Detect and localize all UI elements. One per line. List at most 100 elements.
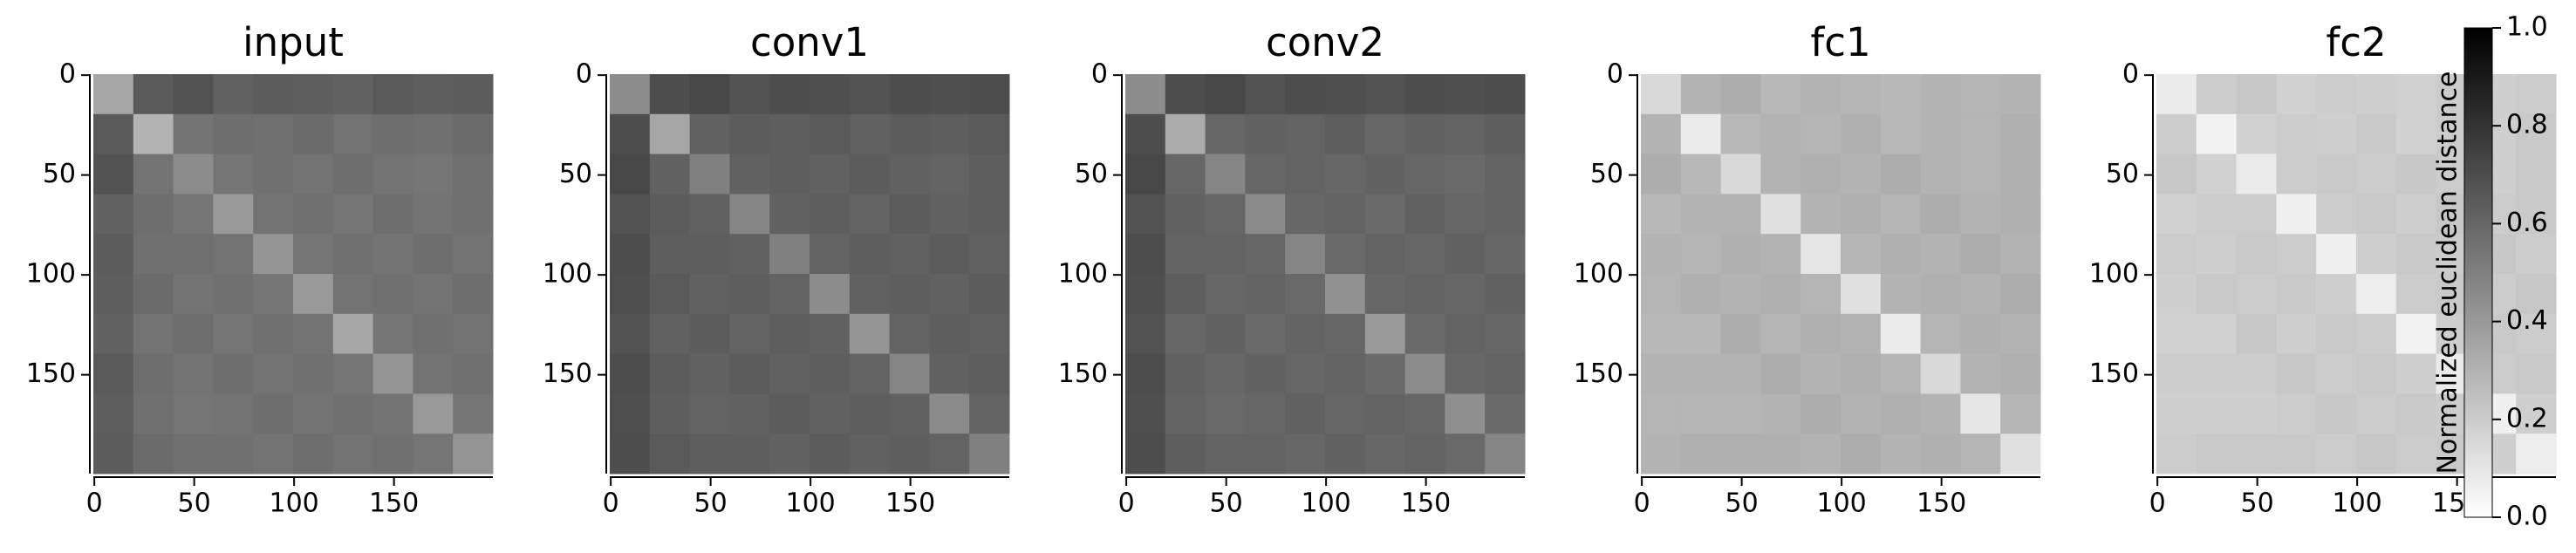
heatmap-cell <box>649 74 691 115</box>
heatmap-cell <box>173 74 214 115</box>
heatmap-cell <box>213 274 254 315</box>
heatmap-cell <box>1285 313 1326 355</box>
heatmap-cell <box>1720 234 1761 275</box>
heatmap-cell <box>810 353 851 394</box>
heatmap-cell <box>372 274 413 315</box>
heatmap-cell <box>1680 194 1722 235</box>
heatmap-cell <box>1960 154 2001 195</box>
heatmap-cell <box>1920 74 1961 115</box>
heatmap-cell <box>332 434 374 474</box>
heatmap-cell <box>610 353 651 394</box>
heatmap-cell <box>1880 313 1922 355</box>
heatmap-cell <box>2196 353 2238 394</box>
heatmap-cell <box>1841 113 1882 155</box>
heatmap-cell <box>1880 353 1922 394</box>
heatmap-cell <box>1800 234 1841 275</box>
heatmap-cell <box>1680 113 1722 155</box>
heatmap-cell <box>1960 393 2001 434</box>
heatmap-cell <box>1165 154 1206 195</box>
heatmap-cell <box>413 274 454 315</box>
heatmap-cell <box>253 434 294 474</box>
heatmap-cell <box>1841 194 1882 235</box>
heatmap-cell <box>1205 313 1246 355</box>
y-tick-label: 100 <box>543 259 592 290</box>
heatmap-cell <box>2156 353 2197 394</box>
heatmap-cell <box>413 113 454 155</box>
heatmap-cell <box>2196 313 2238 355</box>
heatmap-cell <box>649 274 691 315</box>
heatmap-cell <box>1841 313 1882 355</box>
heatmap-cell <box>929 154 970 195</box>
heatmap-cell <box>1760 74 1801 115</box>
heatmap-cell <box>1880 154 1922 195</box>
heatmap-cell <box>1325 434 1366 474</box>
heatmap-cell <box>769 274 810 315</box>
heatmap-cell <box>1841 353 1882 394</box>
heatmap-cell <box>213 434 254 474</box>
heatmap-cell <box>1485 113 1526 155</box>
heatmap-cell <box>729 313 770 355</box>
heatmap-cell <box>1364 113 1406 155</box>
colorbar-tick-label: 1.0 <box>2506 12 2548 43</box>
heatmap-cell <box>929 113 970 155</box>
heatmap-cell <box>413 393 454 434</box>
heatmap-cell <box>1445 353 1486 394</box>
heatmap-cell <box>1285 113 1326 155</box>
heatmap-cell <box>93 393 134 434</box>
heatmap-cell <box>93 113 134 155</box>
heatmap-cell <box>969 234 1010 275</box>
y-tick-label: 100 <box>26 259 76 290</box>
heatmap-cell <box>1364 393 1406 434</box>
heatmap-cell <box>1285 353 1326 394</box>
heatmap-cell <box>1641 154 1682 195</box>
x-tick-label: 0 <box>1634 488 1650 519</box>
heatmap-cell <box>689 194 730 235</box>
heatmap-cell <box>1364 274 1406 315</box>
heatmap-cell <box>1880 194 1922 235</box>
heatmap-cell <box>1325 194 1366 235</box>
x-tick-label: 50 <box>1725 488 1759 519</box>
heatmap-cell <box>1841 393 1882 434</box>
heatmap-cell <box>729 234 770 275</box>
heatmap-cell <box>1205 154 1246 195</box>
heatmap-cell <box>2236 194 2277 235</box>
heatmap-cell <box>769 74 810 115</box>
heatmap-cell <box>2356 353 2397 394</box>
heatmap-cell <box>413 434 454 474</box>
heatmap-cell <box>213 313 254 355</box>
x-tick-label: 150 <box>369 488 419 519</box>
heatmap-cell <box>2000 434 2041 474</box>
heatmap-cell <box>889 434 930 474</box>
heatmap-cell <box>610 393 651 434</box>
heatmap-cell <box>1125 393 1166 434</box>
heatmap-cell <box>1641 74 1682 115</box>
heatmap-cell <box>729 194 770 235</box>
heatmap-cell <box>173 113 214 155</box>
heatmap-cell <box>2276 194 2317 235</box>
heatmap-cell <box>889 154 930 195</box>
heatmap-cell <box>2395 234 2437 275</box>
heatmap-cell <box>729 434 770 474</box>
heatmap-cell <box>2276 393 2317 434</box>
heatmap-cell <box>2316 274 2357 315</box>
heatmap-cell <box>1960 274 2001 315</box>
heatmap-cell <box>453 194 494 235</box>
heatmap-cell <box>1325 313 1366 355</box>
heatmap-cell <box>769 353 810 394</box>
colorbar-tick-label: 0.4 <box>2506 305 2548 336</box>
heatmap-cell <box>610 274 651 315</box>
heatmap-cell <box>649 393 691 434</box>
heatmap-cell <box>2395 113 2437 155</box>
heatmap-cell <box>2196 234 2238 275</box>
heatmap-cell <box>1680 274 1722 315</box>
heatmap-cell <box>1920 154 1961 195</box>
heatmap-cell <box>2276 434 2317 474</box>
heatmap-cell <box>689 393 730 434</box>
heatmap-cell <box>453 353 494 394</box>
heatmap-cell <box>2516 194 2557 235</box>
heatmap-cell <box>1841 434 1882 474</box>
heatmap-cell <box>1960 194 2001 235</box>
heatmap-cell <box>610 434 651 474</box>
heatmap-cell <box>1760 434 1801 474</box>
y-tick-label: 0 <box>59 59 76 90</box>
